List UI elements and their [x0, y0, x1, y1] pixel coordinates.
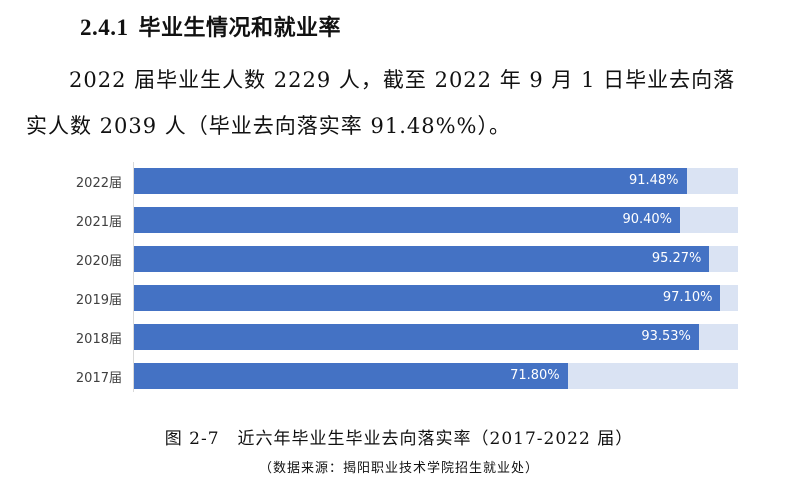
- bar-track: 93.53%: [134, 324, 738, 350]
- value-label: 71.80%: [510, 368, 560, 383]
- bar-row: 2020届 95.27%: [0, 246, 798, 273]
- bar-row: 2021届 90.40%: [0, 207, 798, 234]
- category-label: 2021届: [75, 215, 122, 230]
- bar-chart: 2022届 91.48% 2021届 90.40% 2020届 95.27% 2019届 97…: [0, 160, 798, 395]
- value-label: 91.48%: [628, 173, 679, 188]
- section-number: 2.4.1: [80, 15, 129, 40]
- category-label: 2020届: [75, 254, 122, 269]
- bar-row: 2018届 93.53%: [0, 324, 798, 351]
- bar-track: 95.27%: [134, 246, 738, 272]
- value-label: 97.10%: [662, 290, 713, 305]
- bar: 97.10%: [134, 285, 721, 311]
- category-label: 2017届: [75, 371, 122, 386]
- bar-track: 71.80%: [134, 363, 738, 389]
- category-label: 2019届: [75, 293, 122, 308]
- section-title: 毕业生情况和就业率: [138, 16, 342, 41]
- bar: 90.40%: [134, 207, 681, 233]
- bar-track: 90.40%: [134, 207, 738, 233]
- category-axis: [133, 162, 134, 392]
- bar-track: 97.10%: [134, 285, 738, 311]
- section-heading: 2.4.1 毕业生情况和就业率: [80, 10, 341, 42]
- category-label: 2022届: [75, 176, 122, 191]
- bar: 95.27%: [134, 246, 710, 272]
- figure-caption: 图 2-7 近六年毕业生毕业去向落实率（2017-2022 届）: [164, 429, 634, 449]
- paragraph-line-2: 实人数 2039 人（毕业去向落实率 91.48%%）。: [26, 114, 511, 138]
- bar-row: 2022届 91.48%: [0, 168, 798, 195]
- figure-source: （数据来源：揭阳职业技术学院招生就业处）: [258, 461, 539, 476]
- bar-track: 91.48%: [134, 168, 738, 194]
- category-label: 2018届: [75, 332, 122, 347]
- paragraph-line-1: 2022 届毕业生人数 2229 人，截至 2022 年 9 月 1 日毕业去向…: [69, 68, 736, 92]
- bar: 91.48%: [134, 168, 687, 194]
- bar: 71.80%: [134, 363, 568, 389]
- bar-row: 2019届 97.10%: [0, 285, 798, 312]
- value-label: 90.40%: [622, 212, 673, 227]
- bar: 93.53%: [134, 324, 699, 350]
- value-label: 95.27%: [651, 251, 702, 266]
- bar-row: 2017届 71.80%: [0, 363, 798, 390]
- value-label: 93.53%: [641, 329, 691, 344]
